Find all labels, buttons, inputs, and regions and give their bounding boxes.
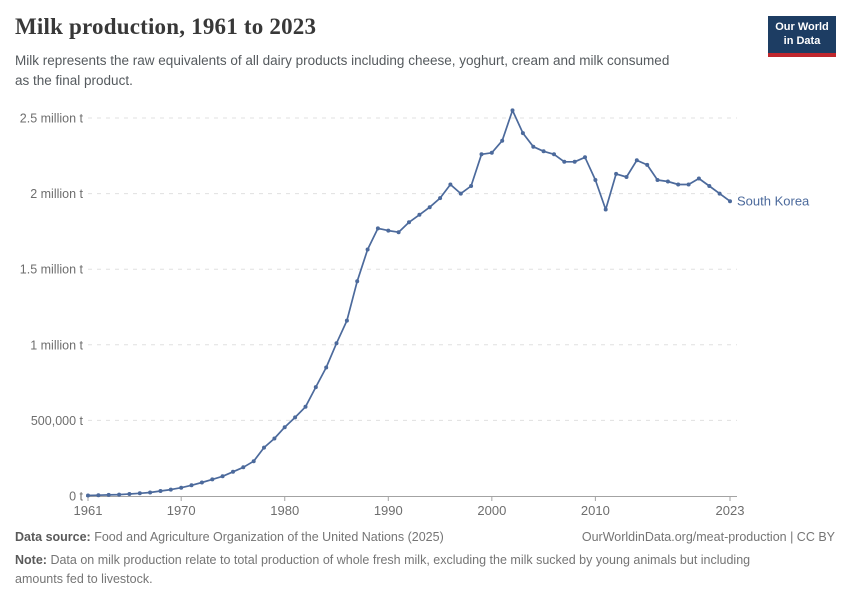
data-point[interactable]	[106, 492, 111, 497]
data-point[interactable]	[117, 492, 122, 497]
data-point[interactable]	[375, 226, 380, 231]
data-point[interactable]	[489, 150, 494, 155]
data-point[interactable]	[552, 152, 556, 157]
data-point[interactable]	[272, 436, 277, 441]
data-point[interactable]	[500, 138, 505, 143]
x-axis-tick-label: 1990	[374, 503, 403, 518]
data-point[interactable]	[676, 182, 681, 187]
data-point[interactable]	[438, 196, 443, 201]
data-point[interactable]	[479, 152, 484, 157]
data-point[interactable]	[458, 191, 463, 196]
footer-note: Note: Data on milk production relate to …	[15, 551, 835, 589]
footer-note-line1: Data on milk production relate to total …	[50, 552, 751, 567]
data-point[interactable]	[707, 184, 712, 188]
data-point[interactable]	[86, 493, 90, 498]
owid-logo-text: Our World in Data	[768, 16, 836, 53]
data-point[interactable]	[531, 144, 536, 149]
data-point[interactable]	[365, 247, 370, 252]
data-point[interactable]	[728, 199, 732, 204]
data-point[interactable]	[293, 415, 298, 420]
data-point[interactable]	[282, 425, 287, 430]
data-point[interactable]	[655, 178, 660, 182]
data-point[interactable]	[344, 318, 349, 323]
y-axis-tick-label: 2.5 million t	[20, 112, 84, 126]
data-point[interactable]	[355, 279, 360, 284]
page-title: Milk production, 1961 to 2023	[15, 14, 317, 39]
data-point[interactable]	[427, 205, 432, 210]
data-point[interactable]	[251, 459, 256, 464]
data-point[interactable]	[665, 179, 670, 184]
owid-logo-line1: Our World	[775, 21, 829, 33]
data-point[interactable]	[634, 158, 639, 163]
y-axis-tick-label: 1 million t	[30, 338, 83, 352]
data-point[interactable]	[96, 493, 101, 498]
data-point[interactable]	[334, 341, 339, 346]
data-point[interactable]	[696, 176, 701, 181]
data-point[interactable]	[583, 155, 587, 160]
owid-logo-red-bar	[768, 52, 836, 57]
data-point[interactable]	[199, 480, 204, 485]
data-point[interactable]	[210, 477, 215, 482]
subtitle-line: as the final product.	[15, 73, 133, 89]
series-label-south-korea[interactable]: South Korea	[737, 194, 810, 209]
y-axis-tick-label: 0 t	[69, 490, 83, 504]
y-axis-tick-label: 2 million t	[30, 187, 83, 201]
data-point[interactable]	[179, 485, 184, 490]
y-axis-tick-label: 500,000 t	[31, 414, 84, 428]
data-point[interactable]	[448, 182, 453, 187]
data-point[interactable]	[717, 191, 722, 196]
data-point[interactable]	[313, 385, 318, 390]
data-point[interactable]	[168, 487, 173, 492]
footer-link[interactable]: OurWorldinData.org/meat-production | CC …	[581, 530, 835, 544]
data-point[interactable]	[231, 469, 235, 474]
data-point[interactable]	[407, 220, 411, 225]
data-point[interactable]	[241, 465, 246, 470]
data-point[interactable]	[262, 445, 266, 450]
y-axis-tick-label: 1.5 million t	[20, 263, 84, 277]
data-point[interactable]	[137, 491, 142, 496]
x-axis-tick-label: 2010	[581, 503, 610, 518]
data-point[interactable]	[324, 365, 329, 370]
x-axis-tick-label: 2023	[716, 503, 745, 518]
data-point[interactable]	[614, 171, 619, 176]
data-point[interactable]	[417, 212, 422, 217]
chart-subtitle: Milk represents the raw equivalents of a…	[15, 51, 669, 92]
data-point[interactable]	[386, 228, 391, 233]
data-source: Data source: Food and Agriculture Organi…	[15, 528, 444, 547]
data-point[interactable]	[603, 207, 608, 212]
footer-note-line2: amounts fed to livestock.	[15, 571, 153, 586]
data-point[interactable]	[541, 149, 546, 154]
x-axis-tick-label: 1980	[270, 503, 299, 518]
x-axis-tick-label: 1961	[74, 503, 103, 518]
owid-logo-line2: in Data	[783, 35, 821, 48]
data-point[interactable]	[520, 131, 525, 136]
data-point[interactable]	[396, 230, 401, 235]
data-point[interactable]	[562, 159, 567, 164]
footer-note-label: Note:	[15, 552, 47, 567]
data-point[interactable]	[593, 178, 598, 182]
data-point[interactable]	[645, 162, 650, 167]
data-point[interactable]	[469, 184, 474, 188]
data-point[interactable]	[189, 483, 194, 488]
data-point[interactable]	[686, 182, 691, 187]
x-axis-tick-label: 2000	[477, 503, 506, 518]
data-line[interactable]	[87, 109, 731, 497]
chart-footer: Data source: Food and Agriculture Organi…	[15, 528, 835, 588]
data-point[interactable]	[127, 492, 132, 496]
data-point[interactable]	[158, 489, 163, 493]
owid-logo[interactable]: Our World in Data	[768, 16, 836, 57]
data-point[interactable]	[303, 404, 308, 409]
data-point[interactable]	[148, 490, 153, 495]
data-point[interactable]	[624, 175, 629, 179]
data-source-label: Data source:	[15, 530, 91, 544]
data-point[interactable]	[220, 474, 225, 479]
data-source-text: Food and Agriculture Organization of the…	[94, 530, 444, 544]
x-axis-tick-label: 1970	[167, 503, 196, 518]
subtitle-line: Milk represents the raw equivalents of a…	[15, 53, 670, 68]
data-point[interactable]	[510, 108, 515, 113]
data-point[interactable]	[572, 159, 577, 164]
